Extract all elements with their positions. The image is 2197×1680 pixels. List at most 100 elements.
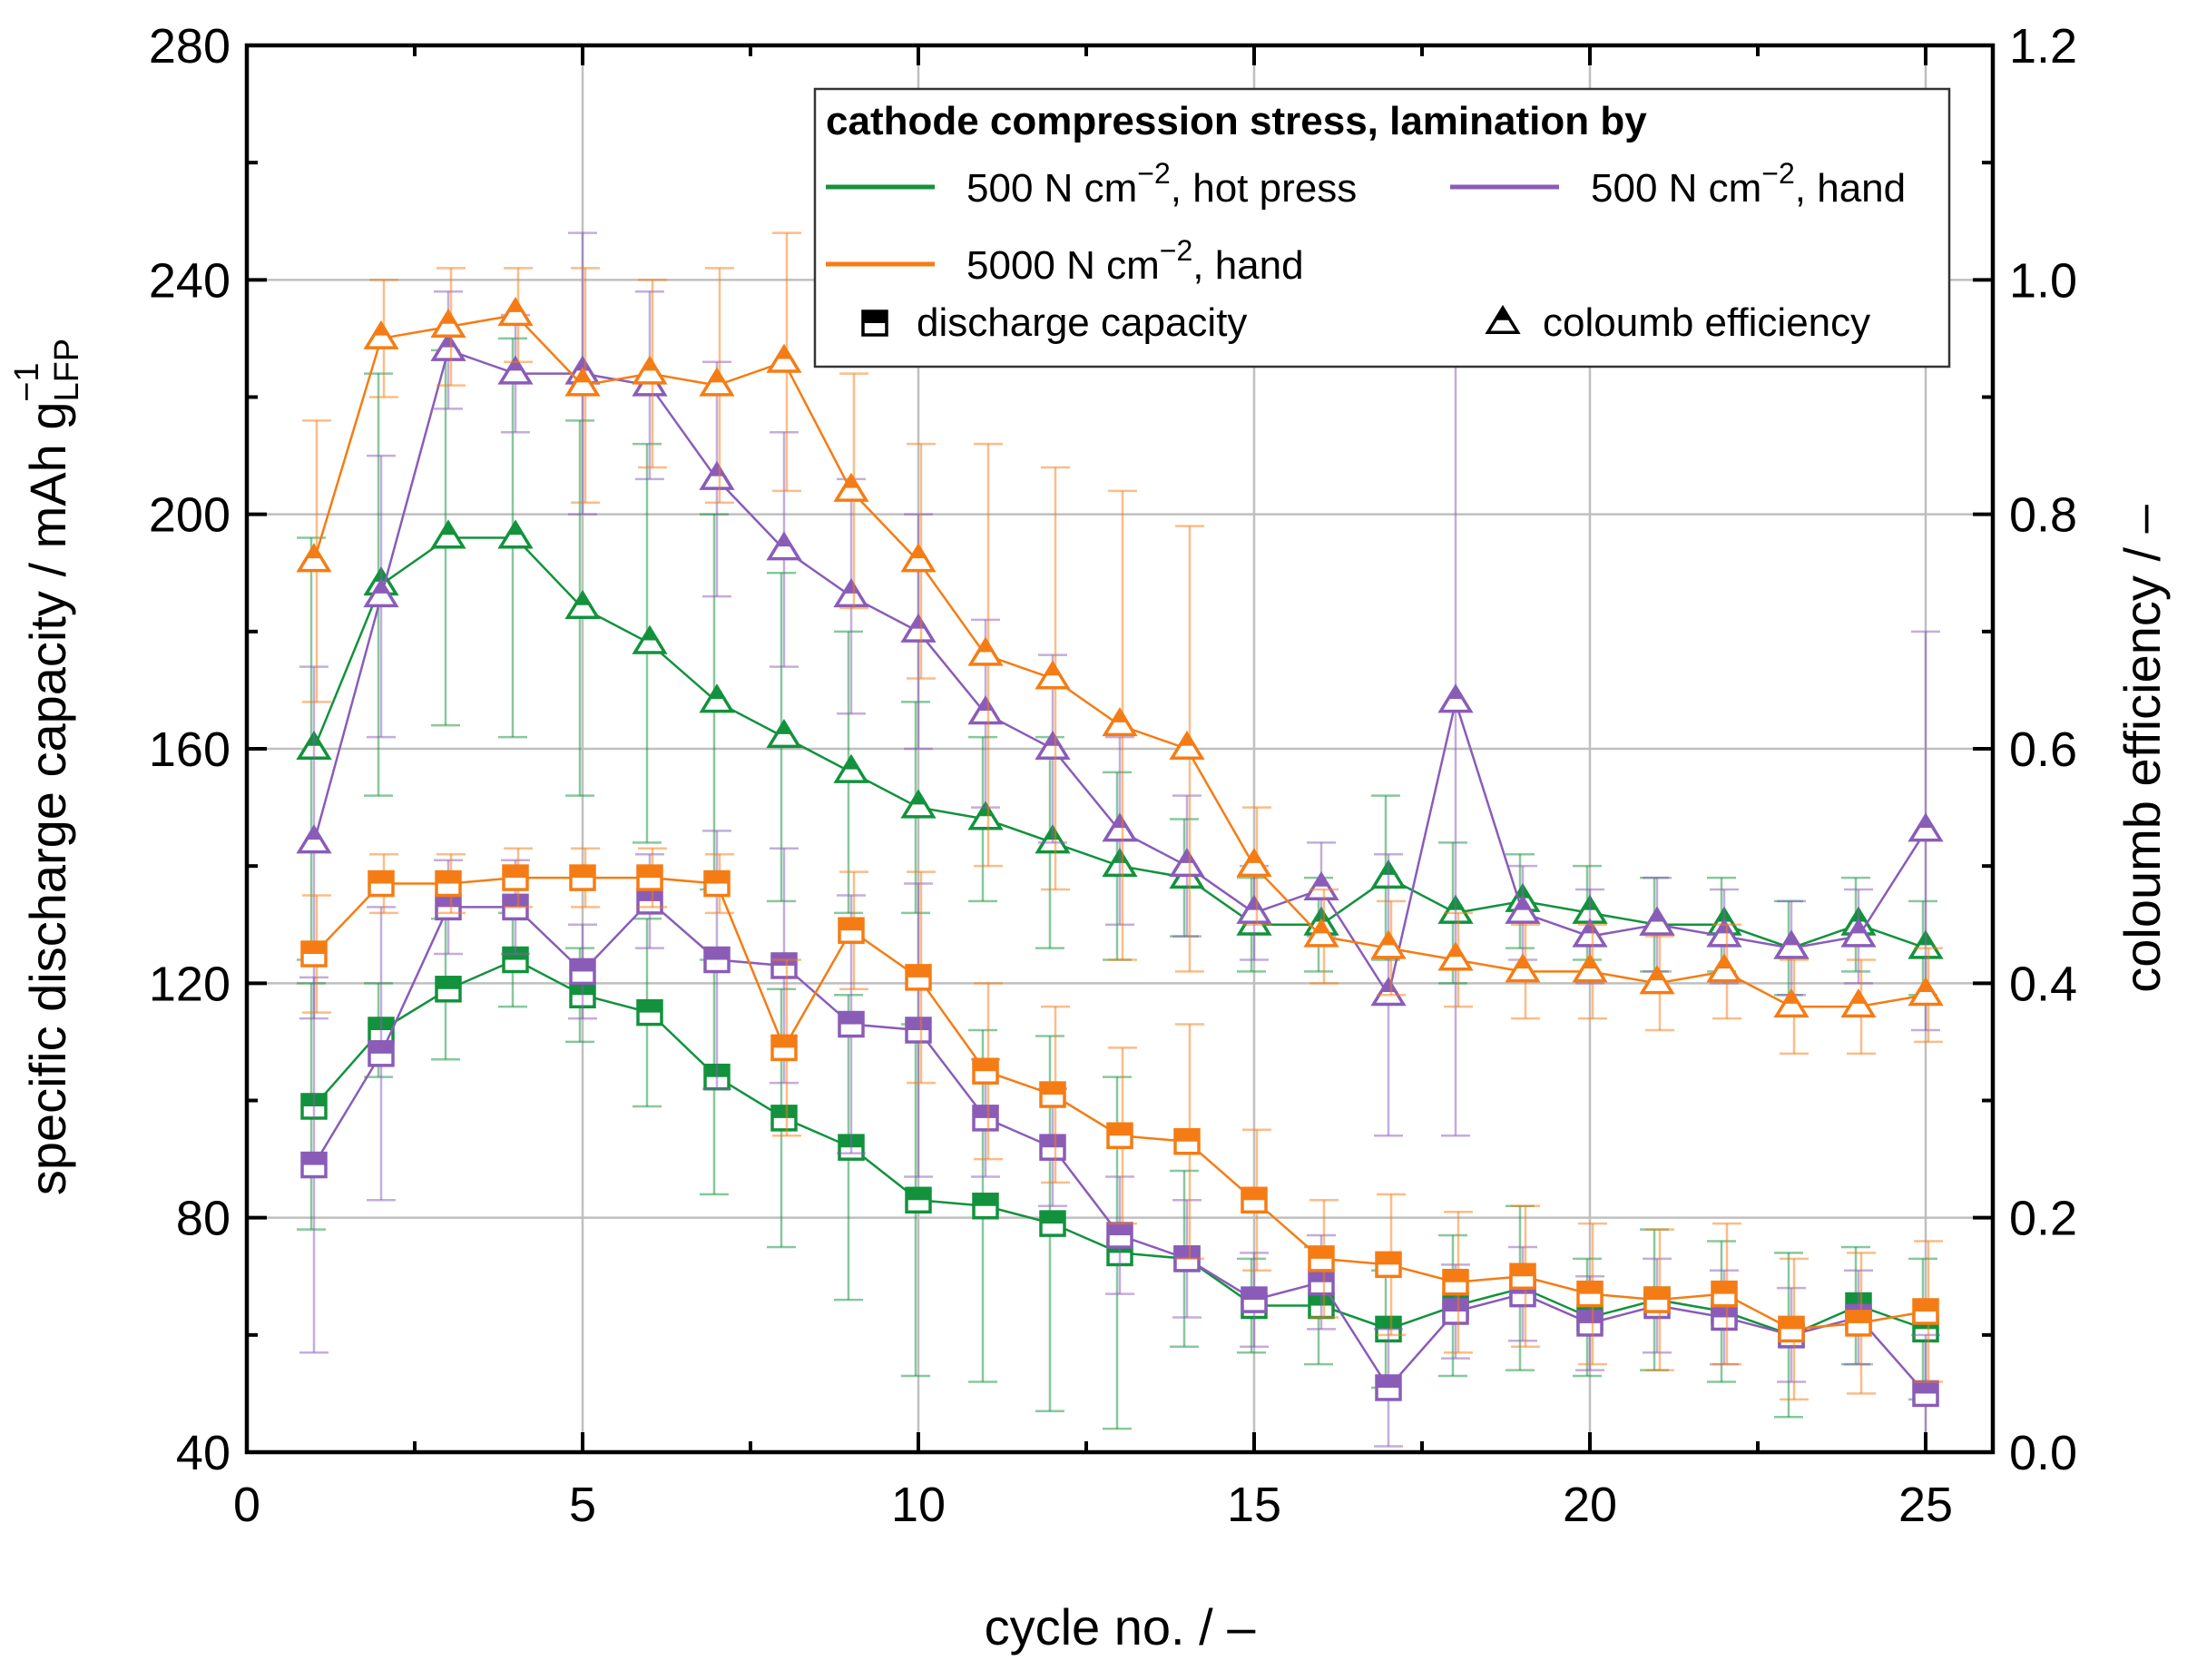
capacity-marker-fill	[907, 965, 930, 978]
legend-entry-sup: −2	[1160, 234, 1192, 267]
legend-entry-method: , hand	[1192, 243, 1303, 288]
efficiency-marker-fill	[1246, 850, 1262, 863]
capacity-marker-fill	[974, 1059, 997, 1072]
y-tick-label: 200	[149, 488, 230, 543]
y-tick-label: 160	[149, 722, 230, 777]
x-tick-label: 25	[1898, 1478, 1953, 1532]
legend-marker-label: coloumb efficiency	[1543, 300, 1870, 345]
y2-axis-title: coloumb efficiency / –	[2114, 504, 2171, 992]
capacity-marker-fill	[1175, 1246, 1199, 1259]
efficiency-marker-fill	[1447, 944, 1464, 958]
legend-entry-unit: 500 N cm	[1591, 166, 1761, 211]
capacity-marker-fill	[1041, 1212, 1064, 1224]
efficiency-marker-fill	[642, 358, 658, 371]
capacity-marker-fill	[839, 1012, 863, 1025]
y2-tick-label: 0.6	[2009, 722, 2077, 777]
capacity-marker-fill	[705, 948, 729, 960]
tick-labels: 0 5 10 15 20 25 40 80 120 160 200 240 280 0.0 0.2 0.4 0.…	[149, 19, 2077, 1532]
series-group	[296, 231, 1944, 1401]
y2-tick-label: 0.2	[2009, 1192, 2077, 1246]
legend: cathode compression stress, lamination b…	[813, 87, 1951, 368]
efficiency-marker-fill	[1649, 968, 1665, 981]
capacity-marker-fill	[772, 1105, 796, 1118]
capacity-marker-fill	[907, 1188, 930, 1201]
capacity-marker-fill	[974, 1105, 997, 1118]
capacity-marker-fill	[1511, 1264, 1535, 1277]
efficiency-marker-fill	[1447, 686, 1464, 700]
x-tick-label: 0	[233, 1478, 260, 1532]
y-axis-title-sub: LFP	[48, 339, 86, 402]
efficiency-marker-fill	[373, 323, 389, 336]
capacity-marker-fill	[504, 895, 527, 908]
capacity-marker-fill	[1645, 1288, 1669, 1301]
capacity-marker-fill	[1041, 1135, 1064, 1148]
efficiency-marker-fill	[1313, 920, 1329, 934]
legend-entry-label: 5000 N cm−2, hand	[966, 234, 1304, 288]
efficiency-marker-fill	[776, 347, 792, 359]
legend-entry-label: 500 N cm−2, hot press	[966, 157, 1357, 211]
capacity-marker-fill	[1578, 1282, 1602, 1294]
capacity-marker-fill	[436, 871, 460, 884]
capacity-marker-fill	[638, 1000, 662, 1013]
efficiency-marker-fill	[1380, 932, 1397, 946]
legend-entry-sup: −2	[1761, 157, 1794, 190]
efficiency-marker-fill	[910, 545, 927, 559]
capacity-marker-fill	[1377, 1253, 1400, 1265]
capacity-marker-fill	[974, 1194, 997, 1206]
capacity-marker-fill	[1309, 1246, 1333, 1259]
efficiency-marker-fill	[1917, 979, 1934, 993]
legend-entry-unit: 500 N cm	[966, 166, 1137, 211]
legend-title: cathode compression stress, lamination b…	[826, 99, 1647, 143]
efficiency-marker-fill	[1850, 991, 1867, 1004]
capacity-marker-fill	[705, 871, 729, 884]
y-axis-title: specific discharge capacity / mAh gLFP−1	[8, 339, 86, 1195]
efficiency-marker-fill	[709, 686, 725, 700]
capacity-marker-fill	[571, 959, 594, 972]
efficiency-marker-fill	[306, 827, 322, 840]
efficiency-marker-fill	[373, 581, 389, 594]
y2-tick-label: 0.8	[2009, 488, 2077, 543]
x-tick-label: 15	[1227, 1478, 1281, 1532]
efficiency-marker-fill	[1515, 898, 1531, 910]
capacity-marker-fill	[1847, 1311, 1870, 1323]
capacity-marker-fill	[1712, 1282, 1736, 1294]
efficiency-marker-fill	[1112, 710, 1128, 722]
capacity-marker-fill	[1108, 1124, 1132, 1136]
capacity-marker-fill	[1175, 1129, 1199, 1142]
y2-tick-label: 1.2	[2009, 19, 2077, 74]
capacity-marker-fill	[1108, 1223, 1132, 1236]
y-axis-title-main: specific discharge capacity / mAh g	[19, 402, 76, 1196]
capacity-marker-fill	[1914, 1381, 1937, 1394]
legend-entry-label: 500 N cm−2, hand	[1591, 157, 1906, 211]
capacity-marker-fill	[1242, 1188, 1266, 1201]
efficiency-marker-fill	[1045, 663, 1061, 676]
error-bars	[302, 231, 1943, 1401]
capacity-marker-fill	[1444, 1300, 1467, 1312]
efficiency-marker-fill	[1783, 991, 1800, 1004]
capacity-marker-fill	[369, 871, 393, 884]
capacity-marker-fill	[302, 1153, 326, 1165]
efficiency-marker-fill	[977, 639, 994, 653]
capacity-marker-fill	[1377, 1317, 1400, 1330]
x-tick-label: 20	[1563, 1478, 1617, 1532]
efficiency-marker-fill	[574, 593, 591, 605]
efficiency-marker-fill	[843, 757, 859, 770]
capacity-marker-fill	[1242, 1288, 1266, 1301]
capacity-marker-fill	[369, 1041, 393, 1054]
efficiency-marker-fill	[709, 369, 725, 383]
efficiency-marker-fill	[843, 476, 859, 488]
capacity-marker-fill	[907, 1018, 930, 1030]
efficiency-marker-fill	[776, 534, 792, 547]
y-tick-label: 40	[176, 1426, 230, 1480]
x-axis-title: cycle no. / –	[985, 1598, 1257, 1655]
efficiency-marker-fill	[1495, 308, 1511, 320]
y2-tick-label: 0.0	[2009, 1426, 2077, 1480]
y2-tick-label: 1.0	[2009, 253, 2077, 308]
y2-tick-label: 0.4	[2009, 957, 2077, 1011]
capacity-marker-fill	[1914, 1300, 1937, 1312]
capacity-marker-fill	[504, 866, 527, 879]
efficiency-marker-fill	[1582, 956, 1598, 969]
capacity-marker-fill	[638, 866, 662, 879]
efficiency-marker-fill	[1783, 932, 1800, 946]
